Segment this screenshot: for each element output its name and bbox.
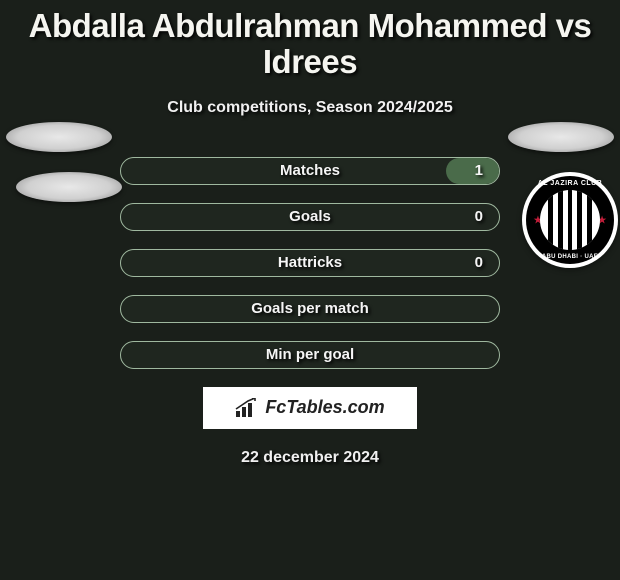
club-badge: AL JAZIRA CLUB ★ ★ ABU DHABI · UAE (522, 172, 618, 268)
stat-label: Min per goal (266, 346, 354, 363)
stat-value-right: 1 (475, 162, 483, 179)
club-name-bottom: ABU DHABI · UAE (526, 254, 614, 260)
stat-label: Goals (289, 208, 331, 225)
page-subtitle: Club competitions, Season 2024/2025 (8, 99, 612, 117)
player-placeholder (16, 172, 122, 202)
club-name-top: AL JAZIRA CLUB (526, 180, 614, 187)
stat-row: Goals 0 (120, 203, 500, 231)
player-placeholder (6, 122, 112, 152)
stat-value-right: 0 (475, 208, 483, 225)
fctables-logo: FcTables.com (203, 387, 417, 429)
stat-row: Min per goal (120, 341, 500, 369)
stat-row: Hattricks 0 (120, 249, 500, 277)
stat-value-right: 0 (475, 254, 483, 271)
stat-label: Goals per match (251, 300, 369, 317)
stat-fill (446, 158, 499, 184)
chart-icon (235, 398, 259, 418)
date-text: 22 december 2024 (8, 449, 612, 467)
stat-row: Goals per match (120, 295, 500, 323)
player-placeholder (508, 122, 614, 152)
logo-text: FcTables.com (265, 397, 384, 418)
stat-label: Matches (280, 162, 340, 179)
page-title: Abdalla Abdulrahman Mohammed vs Idrees (8, 8, 612, 81)
stat-label: Hattricks (278, 254, 342, 271)
stat-row: Matches 1 (120, 157, 500, 185)
